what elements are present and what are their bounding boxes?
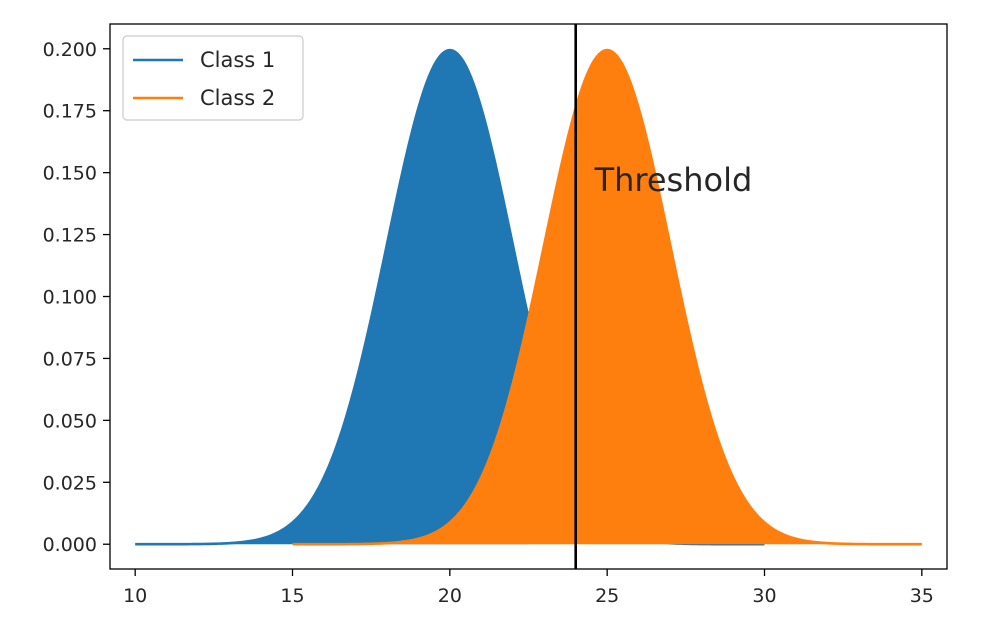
x-tick-label-10: 10 <box>123 585 147 607</box>
x-tick-label-35: 35 <box>910 585 934 607</box>
y-tick-label-0.125: 0.125 <box>43 225 97 247</box>
annotation-layer: Threshold <box>594 161 753 199</box>
y-tick-label-0.000: 0.000 <box>43 534 97 556</box>
y-tick-label-0.100: 0.100 <box>43 287 97 309</box>
y-tick-label-0.050: 0.050 <box>43 410 97 432</box>
x-tick-label-20: 20 <box>438 585 462 607</box>
series-2-line <box>292 48 922 546</box>
x-tick-label-25: 25 <box>595 585 619 607</box>
y-tick-label-0.200: 0.200 <box>43 39 97 61</box>
series-layer <box>135 48 922 546</box>
annotation-1: Threshold <box>594 161 753 199</box>
y-tick-label-0.075: 0.075 <box>43 348 97 370</box>
y-axis: 0.000 0.025 0.050 0.075 0.100 0.125 0.150 0.175… <box>43 39 110 556</box>
x-tick-label-30: 30 <box>752 585 776 607</box>
y-tick-label-0.175: 0.175 <box>43 101 97 123</box>
y-tick-label-0.150: 0.150 <box>43 163 97 185</box>
x-axis: 10 15 20 25 30 35 <box>123 569 934 607</box>
series-2-fill <box>292 50 922 545</box>
legend: Class 1 Class 2 <box>122 35 304 121</box>
x-tick-label-15: 15 <box>280 585 304 607</box>
y-tick-label-0.025: 0.025 <box>43 472 97 494</box>
series-1-fill <box>135 50 529 545</box>
legend-label-1: Class 1 <box>200 48 275 72</box>
legend-label-2: Class 2 <box>200 86 275 110</box>
